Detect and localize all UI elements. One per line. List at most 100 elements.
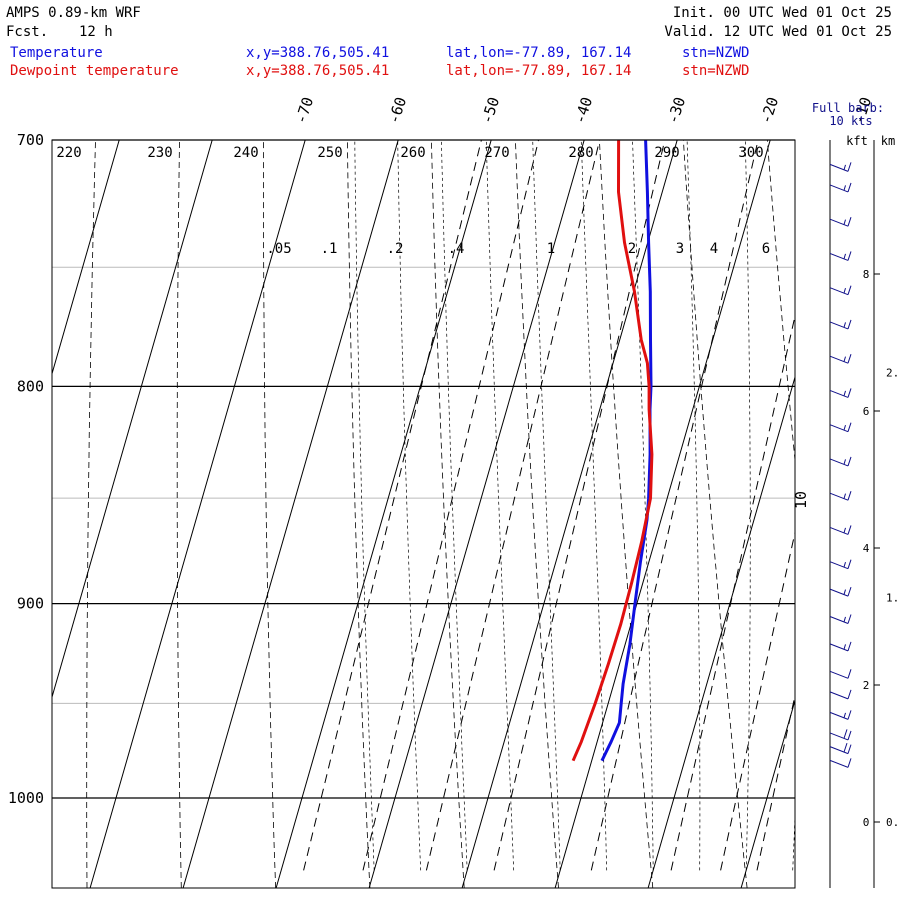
wind-barb-panel: Full barb:10 kts kft km 0 2 4 6 8 0. 1. 2.	[812, 101, 899, 888]
wind-barb-flag	[847, 641, 852, 652]
moist-adiabat	[532, 140, 561, 871]
wind-barb-half-flag	[843, 185, 846, 191]
dry-adiabat	[86, 140, 96, 888]
wind-barb-staff	[829, 643, 849, 652]
wind-barb-flag	[847, 730, 852, 741]
mixing-ratio-line	[670, 313, 795, 871]
wind-barb-staff	[829, 389, 849, 398]
kft-axis-label: kft	[846, 134, 868, 148]
wind-barb	[829, 710, 852, 720]
wind-barb-flag	[847, 559, 852, 569]
wind-barb	[829, 388, 852, 398]
mixing-ratio-line	[810, 140, 900, 870]
wind-barb-half-flag	[843, 562, 846, 568]
mixing-ratio-line	[362, 140, 540, 871]
wind-barb-half-flag	[843, 390, 846, 397]
wind-barb-half-flag	[843, 356, 846, 362]
wind-barb-staff	[829, 184, 849, 193]
dry-adiabat	[515, 140, 559, 888]
wind-barb-flag	[847, 456, 852, 467]
grid-labels: 7008009001000-70-60-50-40-30-20-10022023…	[8, 95, 875, 807]
moist-adiabat	[839, 140, 871, 870]
theta-label: 300	[738, 145, 763, 161]
dry-adiabat	[683, 140, 748, 888]
wind-barb-flag	[847, 354, 852, 364]
wind-barb	[829, 319, 852, 330]
isotherm	[0, 140, 26, 888]
dry-adiabat	[599, 140, 654, 888]
wind-barb	[829, 689, 852, 700]
temperature-tick-label: -70	[292, 95, 317, 126]
km-axis-label: km	[881, 134, 895, 148]
theta-label: 290	[654, 145, 679, 161]
moist-adiabat	[686, 140, 701, 871]
wind-barb-half-flag	[843, 589, 846, 595]
moist-adiabat	[397, 140, 422, 871]
isotherm	[461, 140, 678, 888]
wind-barb	[829, 669, 852, 679]
dry-adiabat	[347, 140, 371, 888]
wind-barb-flag	[847, 162, 852, 172]
kft-tick-label: 8	[863, 268, 870, 281]
wind-barb-staff	[829, 252, 849, 261]
moist-adiabat	[632, 140, 654, 871]
init-time: Init. 00 UTC Wed 01 Oct 25	[672, 5, 892, 21]
wind-barb	[829, 251, 852, 261]
forecast-hour: 12 h	[79, 24, 113, 40]
isotherm	[182, 140, 399, 888]
mixing-ratio-label: 2	[628, 241, 636, 257]
wind-barb-flag	[847, 669, 852, 679]
dry-adiabat	[766, 140, 795, 465]
theta-label: 270	[484, 145, 509, 161]
wind-barb-half-flag	[843, 644, 846, 650]
legend-temperature-xy: x,y=388.76,505.41	[246, 45, 390, 61]
isotherm	[647, 375, 795, 888]
mixing-ratio-label: .1	[321, 241, 338, 257]
mixing-ratio-label: 1	[547, 241, 555, 257]
mixing-ratio-label: .4	[448, 241, 465, 257]
isotherm	[52, 140, 120, 376]
wind-barb-flag	[847, 217, 852, 227]
wind-barb-flag	[847, 319, 852, 330]
wind-barb-flag	[847, 586, 852, 597]
wind-barb	[829, 491, 852, 501]
wind-barb	[829, 729, 852, 741]
wind-barb	[829, 217, 852, 227]
isotherm	[368, 140, 585, 888]
wind-barb	[829, 182, 852, 193]
wind-barb	[829, 586, 852, 597]
annotation-label: 10	[792, 491, 810, 509]
legend-dewpoint-stn: stn=NZWD	[682, 63, 750, 79]
pressure-tick-label: 1000	[8, 789, 44, 807]
theta-label: 240	[233, 145, 258, 161]
moist-adiabat	[886, 140, 900, 870]
model-title: AMPS 0.89-km WRF	[6, 5, 141, 21]
temperature-tick-label: -30	[664, 95, 689, 126]
wind-barb-half-flag	[843, 459, 846, 465]
temperature-tick-label: -20	[757, 95, 782, 126]
wind-barb-half-flag	[843, 288, 846, 294]
sounding-profiles	[571, 140, 654, 762]
moist-adiabat	[441, 140, 468, 871]
legend-temperature-name: Temperature	[10, 45, 103, 61]
km-tick-label: 1.	[886, 591, 899, 604]
wind-barb-half-flag	[843, 219, 846, 225]
wind-barb-staff	[829, 746, 849, 755]
wind-barb-staff	[829, 321, 849, 330]
moist-adiabat	[485, 140, 515, 871]
wind-barb	[829, 354, 852, 364]
wind-barb-flag	[847, 388, 852, 398]
wind-barb-half-flag	[843, 253, 846, 260]
valid-time: Valid. 12 UTC Wed 01 Oct 25	[664, 24, 892, 40]
dry-adiabat	[431, 140, 465, 888]
moist-adiabat	[744, 140, 751, 871]
moist-adiabat	[354, 140, 375, 871]
wind-barb-half-flag	[843, 616, 846, 623]
wind-barb-staff	[829, 711, 849, 720]
theta-label: 230	[147, 145, 172, 161]
wind-barb	[829, 641, 852, 652]
wind-barb-flag	[847, 285, 852, 295]
temperature-tick-label: -40	[571, 95, 596, 126]
wind-barb-flag	[847, 491, 852, 501]
wind-barb-flag	[847, 744, 852, 754]
